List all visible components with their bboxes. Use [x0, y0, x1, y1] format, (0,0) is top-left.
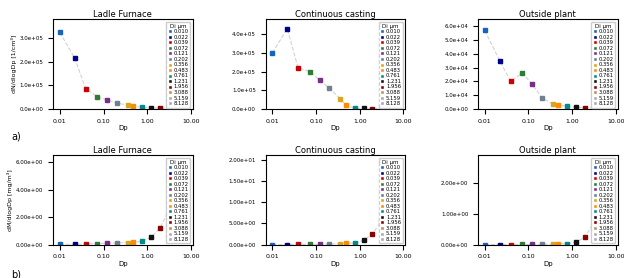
Title: Outside plant: Outside plant [520, 145, 576, 155]
Title: Outside plant: Outside plant [520, 10, 576, 19]
Text: b): b) [11, 270, 21, 278]
Title: Ladle Furnace: Ladle Furnace [94, 145, 152, 155]
Y-axis label: dM/dlogDp [mg/m³]: dM/dlogDp [mg/m³] [7, 169, 13, 231]
X-axis label: Dp: Dp [331, 125, 340, 131]
X-axis label: Dp: Dp [543, 261, 553, 267]
X-axis label: Dp: Dp [118, 125, 128, 131]
Legend: 0.010, 0.022, 0.039, 0.072, 0.121, 0.202, 0.356, 0.483, 0.761, 1.231, 1.956, 3.0: 0.010, 0.022, 0.039, 0.072, 0.121, 0.202… [379, 158, 402, 244]
Legend: 0.010, 0.022, 0.039, 0.072, 0.121, 0.202, 0.356, 0.483, 0.761, 1.231, 1.956, 3.0: 0.010, 0.022, 0.039, 0.072, 0.121, 0.202… [166, 22, 190, 108]
Y-axis label: dN/dlogDp [1/cm³]: dN/dlogDp [1/cm³] [11, 35, 17, 93]
Legend: 0.010, 0.022, 0.039, 0.072, 0.121, 0.202, 0.356, 0.483, 0.761, 1.231, 1.956, 3.0: 0.010, 0.022, 0.039, 0.072, 0.121, 0.202… [591, 22, 615, 108]
X-axis label: Dp: Dp [118, 261, 128, 267]
Legend: 0.010, 0.022, 0.039, 0.072, 0.121, 0.202, 0.356, 0.483, 0.761, 1.231, 1.956, 3.0: 0.010, 0.022, 0.039, 0.072, 0.121, 0.202… [166, 158, 190, 244]
X-axis label: Dp: Dp [543, 125, 553, 131]
X-axis label: Dp: Dp [331, 261, 340, 267]
Title: Ladle Furnace: Ladle Furnace [94, 10, 152, 19]
Legend: 0.010, 0.022, 0.039, 0.072, 0.121, 0.202, 0.356, 0.483, 0.761, 1.231, 1.956, 3.0: 0.010, 0.022, 0.039, 0.072, 0.121, 0.202… [379, 22, 402, 108]
Legend: 0.010, 0.022, 0.039, 0.072, 0.121, 0.202, 0.356, 0.483, 0.761, 1.231, 1.956, 3.0: 0.010, 0.022, 0.039, 0.072, 0.121, 0.202… [591, 158, 615, 244]
Title: Continuous casting: Continuous casting [295, 145, 376, 155]
Title: Continuous casting: Continuous casting [295, 10, 376, 19]
Text: a): a) [11, 131, 21, 141]
